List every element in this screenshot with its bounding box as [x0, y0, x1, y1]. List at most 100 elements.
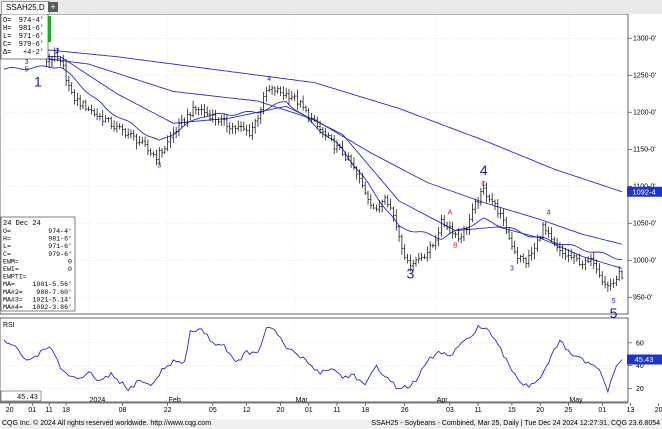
day-tick-label: 08: [119, 407, 127, 414]
price-bar: [496, 199, 500, 218]
info-date: 24 Dec 24: [3, 220, 41, 228]
price-bar: [347, 152, 350, 161]
price-bar: [307, 107, 310, 123]
price-bar: [200, 104, 203, 116]
price-bar: [237, 120, 240, 132]
price-bar: [479, 187, 483, 206]
price-bar: [400, 234, 404, 255]
price-bar: [341, 140, 344, 157]
price-bar: [490, 193, 494, 205]
price-bar: [284, 87, 288, 99]
price-bar: [166, 135, 169, 152]
price-bar: [203, 103, 206, 118]
info-row-key: C=: [3, 251, 11, 258]
day-tick-label: 20: [655, 407, 662, 414]
price-bar: [411, 259, 415, 272]
month-label: 2024: [90, 397, 106, 404]
price-bar: [462, 225, 466, 242]
price-tick-label: 1300-0': [633, 36, 656, 43]
rsi-value-box: 45.43: [0, 390, 42, 402]
price-bar: [222, 113, 226, 126]
price-bar: [310, 113, 313, 123]
price-bar: [609, 278, 612, 291]
wave-label: 3: [25, 59, 29, 66]
rsi-axis: 20 40 60: [628, 340, 644, 393]
day-tick-label: 01: [598, 407, 606, 414]
price-bar: [138, 135, 141, 146]
day-tick-label: 18: [361, 407, 369, 414]
price-bar: [586, 256, 590, 264]
price-bar: [279, 86, 282, 97]
price-bar: [420, 252, 423, 262]
price-bar: [570, 249, 573, 260]
price-bar: [225, 114, 229, 133]
price-bar: [349, 154, 353, 168]
price-bar: [395, 209, 398, 231]
price-bar: [555, 237, 559, 252]
price-bar: [78, 94, 82, 111]
price-bar: [290, 91, 294, 101]
chart-tab[interactable]: SSAH25,D: [1, 1, 50, 14]
volume-indicator-bar: [48, 16, 51, 42]
info-row-value: 974-4': [48, 228, 72, 235]
price-bar: [572, 251, 576, 265]
price-bar: [56, 47, 59, 62]
price-bar: [352, 157, 356, 170]
price-bar: [541, 222, 545, 240]
price-bar: [547, 226, 550, 238]
price-bar: [502, 208, 505, 226]
top-row-0-val: 974-4': [19, 17, 44, 25]
price-bar: [524, 256, 528, 269]
price-bar: [445, 221, 449, 231]
price-bar: [276, 85, 279, 94]
price-bar: [516, 247, 519, 265]
price-bar: [397, 225, 401, 242]
study-values-box: 24 Dec 24 O= 974-4' H= 981-6' L= 971-6' C= 979-…: [0, 216, 76, 312]
price-bar: [513, 240, 516, 255]
price-bar: [262, 92, 265, 115]
price-tick-label: 1000-0': [633, 258, 656, 265]
info-row-key: L=: [3, 243, 11, 250]
price-bar: [107, 117, 110, 123]
price-bar: [538, 236, 542, 242]
rsi-last-tag: 45.43: [627, 354, 662, 365]
rsi-panel[interactable]: [0, 317, 629, 403]
price-bar: [95, 108, 99, 121]
price-bar: [248, 123, 251, 138]
price-bar: [550, 227, 553, 242]
rsi-panel-label: RSI: [3, 322, 15, 329]
price-bar: [338, 143, 342, 151]
price-bar: [488, 194, 491, 203]
price-bar: [465, 226, 468, 236]
price-bar: [468, 213, 471, 236]
price-bar: [121, 124, 124, 136]
price-bar: [476, 197, 480, 209]
price-bar: [558, 242, 562, 257]
price-tick-label: 950-0': [633, 295, 652, 302]
price-bar: [270, 85, 274, 95]
info-row-value: 1021-5.14': [32, 296, 72, 303]
tab-bar: SSAH25,D +: [0, 0, 662, 15]
price-bar: [189, 112, 192, 121]
add-tab-button[interactable]: +: [48, 2, 58, 12]
price-bar: [104, 114, 107, 123]
price-bar: [386, 194, 389, 208]
price-bar: [330, 134, 333, 142]
price-bar: [584, 257, 587, 271]
price-bar: [47, 53, 51, 68]
ohlc-summary-box: O= 974-4' H= 981-6' L= 971-6' C= 979-6' …: [0, 14, 49, 60]
price-bar: [67, 75, 71, 92]
price-bar: [62, 54, 65, 69]
price-bar: [191, 100, 195, 118]
price-bar: [485, 182, 488, 203]
price-panel[interactable]: [0, 14, 629, 315]
price-bar: [110, 116, 113, 130]
price-bar: [457, 228, 460, 242]
price-bar: [403, 244, 406, 260]
price-bar: [174, 126, 178, 139]
price-bar: [124, 127, 127, 139]
day-tick-label: 05: [209, 407, 217, 414]
price-bar: [335, 139, 339, 153]
day-tick-label: 03: [446, 407, 454, 414]
